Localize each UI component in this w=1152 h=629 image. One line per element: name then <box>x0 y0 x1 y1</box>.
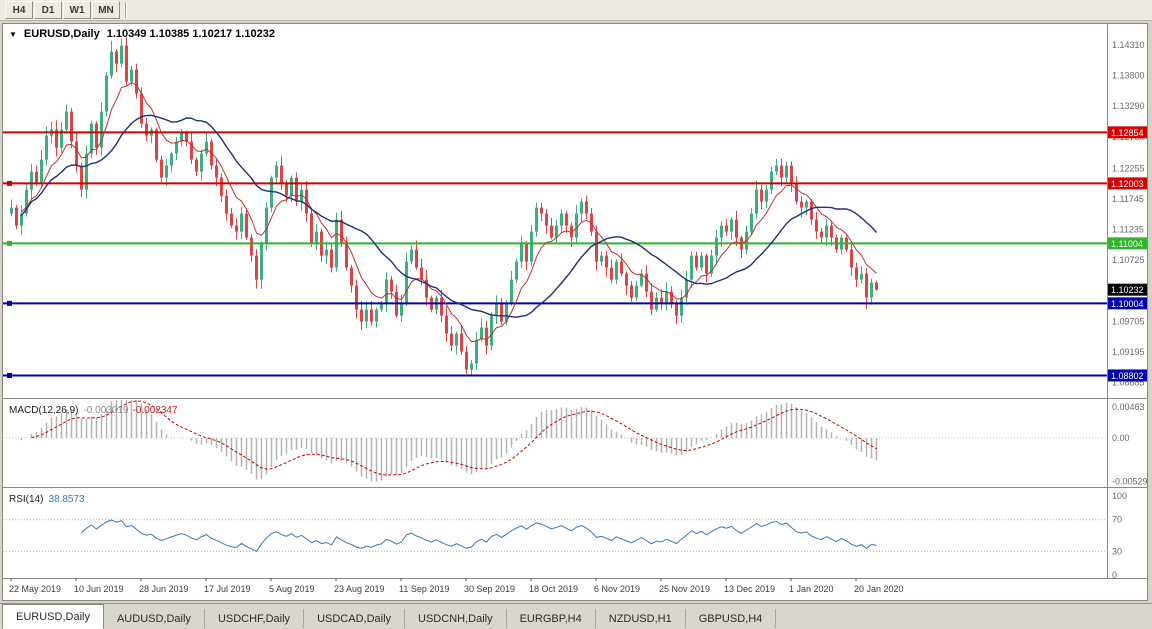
svg-text:1.11745: 1.11745 <box>1112 194 1144 204</box>
svg-text:20 Jan 2020: 20 Jan 2020 <box>854 584 904 594</box>
svg-text:13 Dec 2019: 13 Dec 2019 <box>724 584 775 594</box>
svg-text:100: 100 <box>1112 491 1127 501</box>
macd-pane <box>3 400 1107 482</box>
svg-text:1.11004: 1.11004 <box>1111 239 1143 249</box>
svg-text:17 Jul 2019: 17 Jul 2019 <box>204 584 251 594</box>
svg-text:22 May 2019: 22 May 2019 <box>9 584 61 594</box>
svg-text:1.12255: 1.12255 <box>1112 163 1145 173</box>
hline-1.08802: 1.08802 <box>3 369 1147 382</box>
svg-text:1.12854: 1.12854 <box>1111 128 1144 138</box>
svg-text:5 Aug 2019: 5 Aug 2019 <box>269 584 315 594</box>
svg-text:1.08802: 1.08802 <box>1111 371 1144 381</box>
hline-handle-1.11004[interactable] <box>7 240 12 246</box>
svg-text:1.13290: 1.13290 <box>1112 101 1145 111</box>
timeframe-button-w1[interactable]: W1 <box>63 1 91 19</box>
hline-1.10004: 1.10004 <box>3 297 1147 310</box>
svg-text:-0.00529: -0.00529 <box>1112 476 1147 486</box>
svg-text:1.10725: 1.10725 <box>1112 255 1145 265</box>
current-price-label: 1.10232 <box>1108 283 1147 296</box>
hline-handle-1.08802[interactable] <box>7 372 12 378</box>
svg-text:70: 70 <box>1112 515 1122 525</box>
chart-tab-eurgbp-h4[interactable]: EURGBP,H4 <box>507 609 596 628</box>
chart-canvas[interactable]: 1.143101.138001.132901.127801.122551.117… <box>3 24 1147 600</box>
svg-text:1.14310: 1.14310 <box>1112 40 1145 50</box>
chart-tab-nzdusd-h1[interactable]: NZDUSD,H1 <box>596 609 686 628</box>
timeframe-toolbar: H4 D1 W1 MN <box>0 0 1152 21</box>
chart-tab-eurusd-daily[interactable]: EURUSD,Daily <box>2 604 104 629</box>
svg-text:0: 0 <box>1112 570 1117 580</box>
hline-1.12003: 1.12003 <box>3 177 1147 190</box>
chart-dropdown-icon[interactable]: ▼ <box>9 29 17 39</box>
chart-tab-usdcnh-daily[interactable]: USDCNH,Daily <box>405 609 507 628</box>
svg-text:30 Sep 2019: 30 Sep 2019 <box>464 584 515 594</box>
svg-text:1.10232: 1.10232 <box>1111 285 1144 295</box>
svg-text:1.09195: 1.09195 <box>1112 347 1145 357</box>
symbol-tabbar: EURUSD,Daily AUDUSD,Daily USDCHF,Daily USDC… <box>0 603 1152 629</box>
svg-text:1.08685: 1.08685 <box>1112 378 1145 388</box>
hline-handle-1.12003[interactable] <box>7 180 12 186</box>
svg-text:1.10004: 1.10004 <box>1111 299 1144 309</box>
chart-tab-usdchf-daily[interactable]: USDCHF,Daily <box>205 609 305 628</box>
svg-text:28 Jun 2019: 28 Jun 2019 <box>139 584 189 594</box>
date-axis[interactable]: 22 May 2019 10 Jun 2019 28 Jun 2019 17 Jul … <box>9 578 904 594</box>
hline-1.11004: 1.11004 <box>3 237 1147 250</box>
svg-text:1.11235: 1.11235 <box>1112 225 1144 235</box>
svg-text:1.13800: 1.13800 <box>1112 71 1145 81</box>
rsi-pane <box>3 519 1107 552</box>
svg-text:25 Nov 2019: 25 Nov 2019 <box>659 584 710 594</box>
hline-handle-1.10004[interactable] <box>7 300 12 306</box>
hline-1.12854: 1.12854 <box>3 126 1147 139</box>
svg-text:0.00463: 0.00463 <box>1112 402 1145 412</box>
toolbar-separator <box>125 2 127 18</box>
timeframe-button-h4[interactable]: H4 <box>5 1 33 19</box>
svg-text:1 Jan 2020: 1 Jan 2020 <box>789 584 834 594</box>
svg-text:1.09705: 1.09705 <box>1112 316 1145 326</box>
svg-text:11 Sep 2019: 11 Sep 2019 <box>399 584 449 594</box>
chart-window: 1.143101.138001.132901.127801.122551.117… <box>2 23 1148 601</box>
svg-text:10 Jun 2019: 10 Jun 2019 <box>74 584 124 594</box>
svg-text:23 Aug 2019: 23 Aug 2019 <box>334 584 385 594</box>
chart-tab-audusd-daily[interactable]: AUDUSD,Daily <box>104 609 205 628</box>
svg-text:1.12003: 1.12003 <box>1111 179 1144 189</box>
svg-text:18 Oct 2019: 18 Oct 2019 <box>529 584 578 594</box>
svg-text:6 Nov 2019: 6 Nov 2019 <box>594 584 640 594</box>
svg-text:30: 30 <box>1112 546 1122 556</box>
svg-text:0.00: 0.00 <box>1112 433 1130 443</box>
timeframe-button-mn[interactable]: MN <box>92 1 120 19</box>
chart-tab-usdcad-daily[interactable]: USDCAD,Daily <box>304 609 406 628</box>
chart-tab-gbpusd-h4[interactable]: GBPUSD,H4 <box>686 609 777 628</box>
timeframe-button-d1[interactable]: D1 <box>34 1 62 19</box>
moving-averages <box>20 81 878 343</box>
